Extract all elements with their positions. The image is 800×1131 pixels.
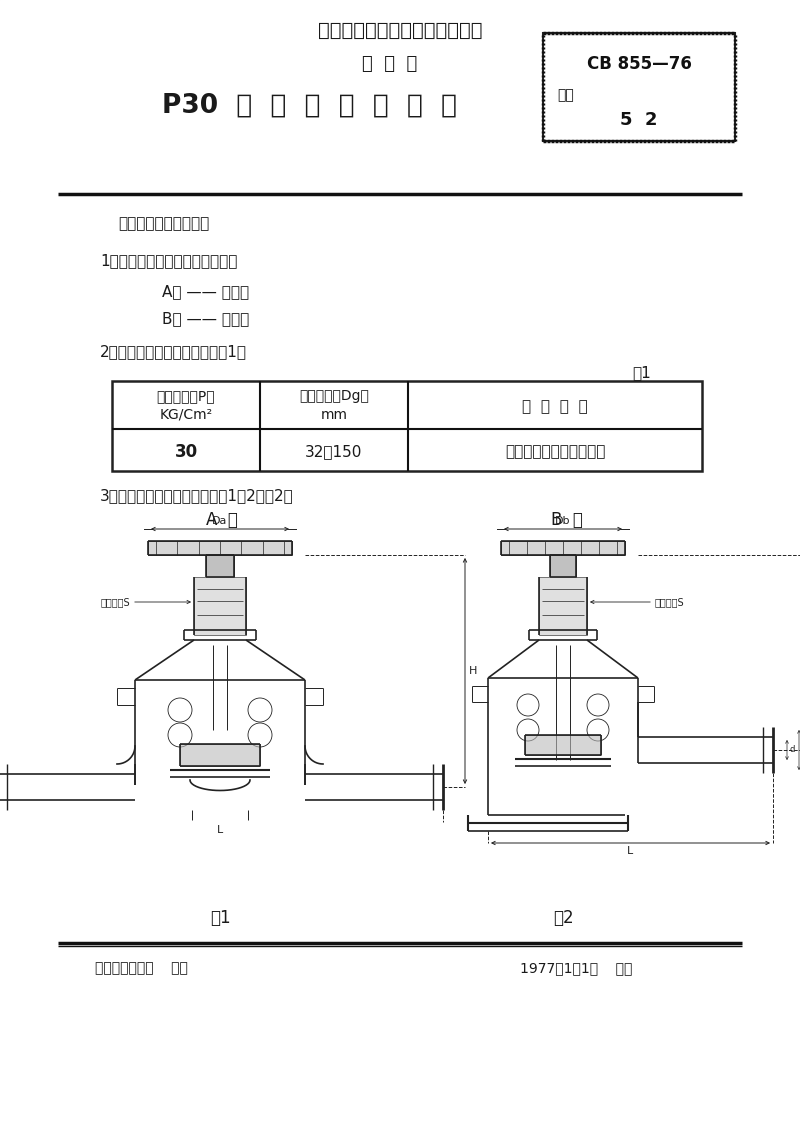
Polygon shape	[550, 555, 576, 577]
Text: 表1: 表1	[633, 365, 651, 380]
Text: 3、截止止回阀的基本尺寸按图1、2和表2。: 3、截止止回阀的基本尺寸按图1、2和表2。	[100, 487, 294, 503]
Text: 中华人民共和国第六机械工业部: 中华人民共和国第六机械工业部	[318, 21, 482, 40]
Bar	[0, 191, 800, 1131]
Text: 1977年1月1日    实施: 1977年1月1日 实施	[520, 961, 632, 975]
Text: 淡水、海水和燃油、滑油: 淡水、海水和燃油、滑油	[505, 444, 605, 459]
Text: 法兰对边S: 法兰对边S	[655, 597, 685, 607]
Text: d: d	[789, 745, 794, 754]
Text: 5  2: 5 2	[620, 111, 658, 129]
Text: 工作压力（P）: 工作压力（P）	[157, 389, 215, 403]
Text: 1、截止止回阀的类型规定如下：: 1、截止止回阀的类型规定如下：	[100, 253, 238, 268]
Bar	[112, 381, 702, 470]
Text: L: L	[627, 846, 634, 856]
Bar	[543, 33, 735, 141]
Text: 30: 30	[174, 443, 198, 461]
Text: KG/Cm²: KG/Cm²	[159, 408, 213, 422]
Text: 第六机械工业部    发布: 第六机械工业部 发布	[95, 961, 188, 975]
Text: B  型: B 型	[551, 511, 583, 529]
Text: 法兰对边S: 法兰对边S	[100, 597, 130, 607]
Polygon shape	[539, 577, 587, 634]
Polygon shape	[206, 555, 234, 577]
Text: 32～150: 32～150	[306, 444, 362, 459]
Text: A  型: A 型	[206, 511, 238, 529]
Text: L: L	[217, 824, 223, 835]
Bar	[112, 381, 702, 470]
Text: mm: mm	[321, 408, 347, 422]
Polygon shape	[180, 744, 260, 766]
Text: 部  标  准: 部 标 准	[362, 55, 418, 74]
Text: 2、截止止回阀的基本参数按表1。: 2、截止止回阀的基本参数按表1。	[100, 344, 247, 359]
Text: 本标准只用于水下产品: 本标准只用于水下产品	[118, 216, 210, 231]
Text: Da: Da	[212, 516, 228, 526]
Bar	[543, 33, 735, 141]
Text: 公称通径（Dg）: 公称通径（Dg）	[299, 389, 369, 403]
Text: 图2: 图2	[553, 909, 574, 927]
Text: B型 —— 直角阀: B型 —— 直角阀	[162, 311, 250, 326]
Text: 代替: 代替	[557, 88, 574, 102]
Bar	[0, 0, 800, 191]
Text: P30  青  铜  截  止  止  回  阀: P30 青 铜 截 止 止 回 阀	[162, 93, 458, 119]
Text: CB 855—76: CB 855—76	[586, 55, 691, 74]
Text: 图1: 图1	[210, 909, 230, 927]
Text: 适  用  介  质: 适 用 介 质	[522, 399, 588, 414]
Text: Db: Db	[555, 516, 570, 526]
Polygon shape	[148, 541, 292, 555]
Polygon shape	[194, 577, 246, 634]
Text: A型 —— 直通阀: A型 —— 直通阀	[162, 284, 249, 299]
Text: H: H	[469, 666, 478, 676]
Polygon shape	[525, 735, 601, 756]
Polygon shape	[501, 541, 625, 555]
